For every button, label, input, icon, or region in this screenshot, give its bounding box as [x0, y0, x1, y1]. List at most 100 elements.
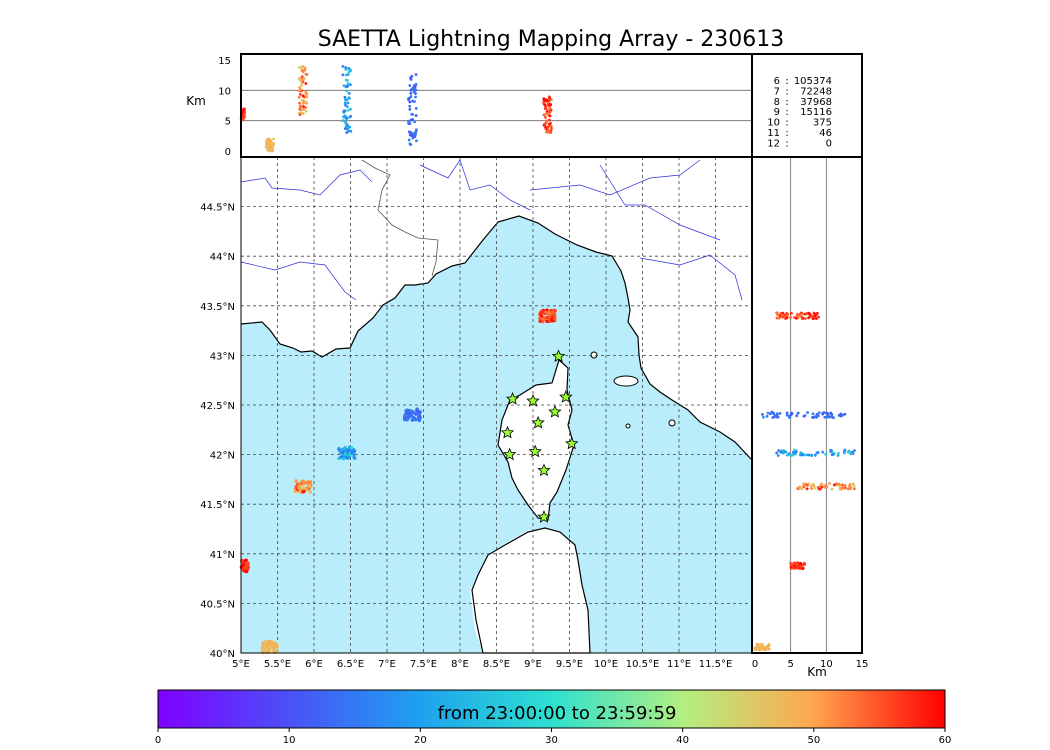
- lightning-source: [802, 482, 806, 486]
- lightning-source: [794, 316, 798, 320]
- lightning-source: [776, 454, 780, 457]
- lightning-source: [545, 319, 549, 324]
- lon-tick-label: 11°E: [667, 659, 691, 670]
- map-lightning-sources: [239, 308, 557, 655]
- altitude-tick-label: 10: [820, 659, 833, 670]
- lightning-source: [266, 137, 269, 141]
- lightning-source: [338, 450, 342, 454]
- lightning-source: [543, 112, 547, 116]
- lightning-source: [843, 412, 847, 416]
- lon-tick-label: 11.5°E: [699, 659, 733, 670]
- lightning-source: [343, 452, 348, 456]
- lightning-source: [800, 564, 804, 568]
- lightning-source: [342, 115, 345, 119]
- lightning-source: [266, 145, 269, 148]
- lightning-source: [417, 418, 422, 423]
- lightning-source: [811, 412, 815, 416]
- lightning-source: [766, 411, 770, 415]
- lightning-source: [414, 411, 418, 415]
- lightning-source: [241, 568, 246, 572]
- station-star: [559, 390, 573, 403]
- colorbar-tick-label: 50: [807, 735, 820, 746]
- lightning-source: [775, 313, 779, 316]
- lightning-source: [789, 316, 792, 319]
- lightning-source: [345, 89, 349, 93]
- lightning-source: [411, 86, 415, 90]
- altitude-ticks-right: 0 5 10 15: [752, 659, 869, 670]
- lightning-source: [810, 315, 814, 318]
- lightning-source: [265, 140, 269, 143]
- lat-tick-label: 43.5°N: [200, 302, 235, 313]
- lightning-source: [302, 105, 305, 109]
- lightning-source: [775, 451, 779, 455]
- lightning-source: [763, 647, 767, 651]
- lightning-source: [337, 456, 341, 460]
- small-island: [668, 419, 676, 427]
- lightning-source: [307, 489, 311, 493]
- lightning-source: [301, 80, 305, 84]
- lightning-source: [837, 413, 841, 417]
- lightning-source: [344, 78, 348, 82]
- station-count-value: 105374: [794, 76, 832, 87]
- lightning-source: [297, 95, 301, 99]
- lightning-source: [767, 647, 771, 651]
- lightning-source: [828, 482, 831, 485]
- lightning-source: [243, 113, 246, 117]
- station-count-label: 8: [774, 97, 780, 108]
- lightning-source: [757, 648, 761, 652]
- altitude-tick-label: 10: [218, 86, 231, 97]
- lightning-source: [349, 107, 352, 111]
- lightning-source: [301, 112, 305, 115]
- lightning-source: [298, 101, 302, 105]
- lightning-source: [272, 137, 275, 141]
- station-star: [565, 436, 579, 450]
- lightning-source: [298, 79, 302, 83]
- lon-tick-label: 5.5°E: [264, 659, 291, 670]
- lightning-source: [807, 453, 811, 457]
- lightning-source: [811, 317, 815, 320]
- lightning-source: [341, 119, 345, 123]
- lightning-source: [304, 481, 308, 485]
- lightning-source: [414, 88, 418, 92]
- station-star: [505, 391, 520, 405]
- lightning-source: [784, 450, 788, 454]
- lightning-source: [342, 456, 346, 460]
- lightning-source: [545, 121, 549, 125]
- right-panel-grid: [790, 157, 827, 653]
- lightning-source: [267, 649, 271, 654]
- lightning-source: [753, 647, 757, 650]
- lightning-source: [337, 448, 341, 452]
- lightning-source: [413, 85, 417, 88]
- lightning-source: [350, 450, 354, 454]
- lightning-source: [796, 411, 800, 415]
- lightning-source: [787, 415, 791, 419]
- lightning-source: [353, 456, 357, 460]
- lightning-source: [538, 319, 542, 323]
- station-count-value: 37968: [800, 97, 832, 108]
- lightning-source: [811, 482, 815, 486]
- lightning-source: [825, 485, 829, 489]
- lightning-source: [342, 109, 346, 113]
- lightning-source: [407, 413, 411, 418]
- right-panel-background: [752, 157, 862, 653]
- lightning-source: [789, 454, 793, 457]
- lightning-source: [347, 67, 351, 70]
- lightning-source: [414, 129, 418, 133]
- lightning-source: [300, 98, 304, 102]
- lightning-source: [807, 311, 811, 315]
- lightning-source: [832, 483, 836, 487]
- altitude-tick-label: 0: [752, 659, 758, 670]
- lightning-source: [803, 312, 807, 316]
- country-border: [361, 159, 439, 277]
- right-lightning-sources: [753, 311, 856, 652]
- lightning-source: [810, 453, 813, 457]
- lightning-source: [802, 561, 806, 565]
- lightning-source: [345, 105, 349, 109]
- lightning-source: [772, 412, 775, 416]
- lightning-source: [841, 483, 844, 487]
- lightning-source: [346, 101, 350, 105]
- lightning-source: [411, 136, 415, 140]
- lightning-source: [544, 107, 547, 111]
- lightning-source: [550, 318, 554, 322]
- lightning-source: [347, 96, 351, 100]
